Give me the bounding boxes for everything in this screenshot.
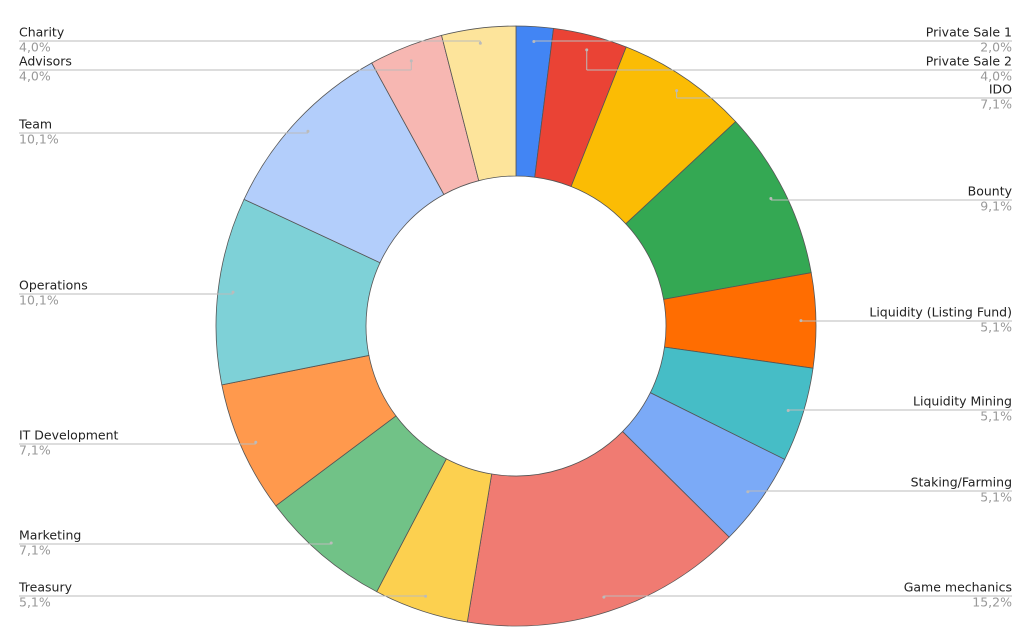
leader-dot xyxy=(602,595,606,599)
slice-label: Charity xyxy=(19,25,65,40)
slice-label: Advisors xyxy=(19,54,72,69)
slice xyxy=(466,431,730,627)
leader-dot xyxy=(409,59,413,63)
slice-value: 7,1% xyxy=(19,543,51,558)
slice-value: 7,1% xyxy=(980,97,1012,112)
slice-value: 5,1% xyxy=(980,490,1012,505)
slice-value: 4,0% xyxy=(980,69,1012,84)
leader-dot xyxy=(254,440,258,444)
slice-value: 5,1% xyxy=(980,409,1012,424)
leader-dot xyxy=(799,319,803,323)
leader-dot xyxy=(786,408,790,412)
leader-dot xyxy=(585,48,589,52)
slice-value: 9,1% xyxy=(980,199,1012,214)
slice-value: 15,2% xyxy=(972,595,1012,610)
leader-dot xyxy=(746,490,750,494)
leader-dot xyxy=(306,129,310,133)
slice-label: Bounty xyxy=(968,184,1013,199)
slice xyxy=(441,25,517,182)
slice-value: 5,1% xyxy=(980,320,1012,335)
leader-dot xyxy=(769,196,773,200)
leader-dot xyxy=(329,541,333,545)
leader-dot xyxy=(478,41,482,45)
slice-value: 10,1% xyxy=(19,293,59,308)
slice-label: Team xyxy=(18,117,52,132)
leader-dot xyxy=(532,40,536,44)
slice-value: 4,0% xyxy=(19,69,51,84)
slice-label: IDO xyxy=(989,82,1012,97)
leader-dot xyxy=(424,594,428,598)
leader-dot xyxy=(231,290,235,294)
slice-label: Private Sale 1 xyxy=(926,25,1012,40)
slice-label: Treasury xyxy=(18,580,73,595)
slice-value: 2,0% xyxy=(980,40,1012,55)
slice-label: Private Sale 2 xyxy=(926,54,1012,69)
leader-dot xyxy=(675,89,679,93)
slice-value: 10,1% xyxy=(19,132,59,147)
slice-label: Marketing xyxy=(19,528,81,543)
slice-label: Liquidity Mining xyxy=(913,394,1012,409)
slice-label: Game mechanics xyxy=(904,580,1012,595)
slice-label: IT Development xyxy=(19,428,119,443)
slice-label: Operations xyxy=(19,278,88,293)
slice-value: 4,0% xyxy=(19,40,51,55)
slice-label: Staking/Farming xyxy=(911,475,1012,490)
slice-value: 5,1% xyxy=(19,595,51,610)
slice-value: 7,1% xyxy=(19,443,51,458)
slice-label: Liquidity (Listing Fund) xyxy=(869,305,1012,320)
